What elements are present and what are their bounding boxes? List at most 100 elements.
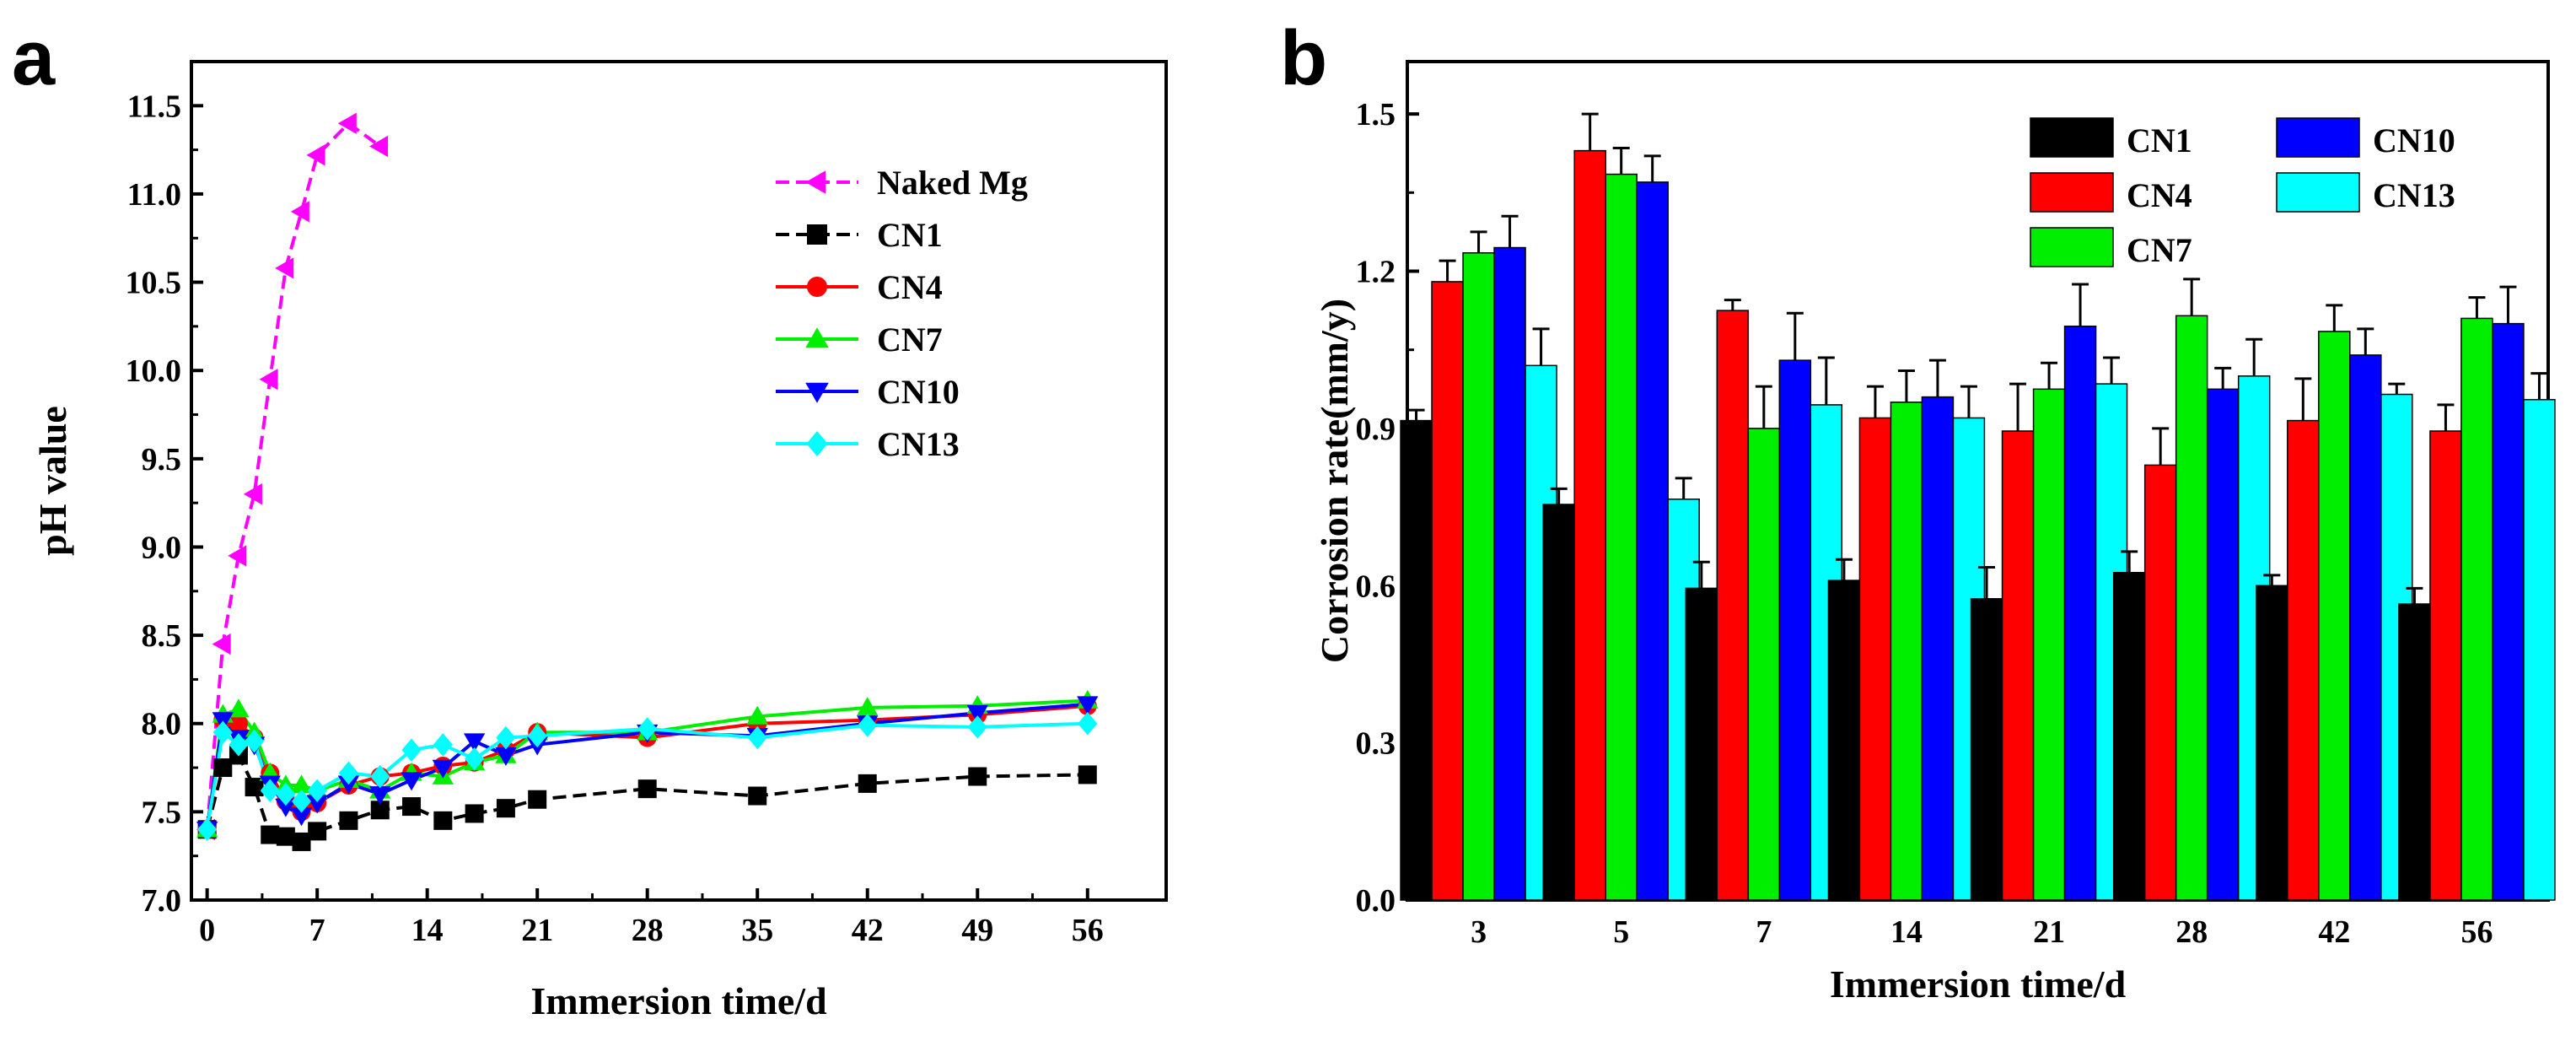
data-point [401, 772, 422, 791]
bar-cn1 [2112, 571, 2146, 901]
y-tick-label: 9.5 [142, 442, 182, 477]
data-point [197, 817, 218, 842]
bar-cn7 [1462, 252, 1495, 901]
bar-cn7 [2175, 315, 2208, 901]
x-tick-label: 7 [1756, 914, 1772, 950]
data-point [276, 827, 295, 846]
data-point [228, 545, 247, 567]
x-tick-label: 21 [521, 913, 553, 948]
data-point [1078, 765, 1097, 784]
x-tick-label: 14 [1890, 914, 1923, 950]
bar-cn4 [1858, 417, 1892, 901]
y-tick-label: 0.9 [1356, 412, 1396, 447]
data-point [401, 738, 422, 762]
data-point [337, 112, 357, 134]
bar-cn10 [2492, 322, 2525, 901]
legend-label: CN13 [877, 425, 960, 463]
bar-cn1 [1827, 580, 1861, 901]
data-point [1078, 711, 1098, 736]
data-point [402, 797, 422, 817]
y-axis-title: pH value [31, 406, 74, 556]
data-point [465, 804, 484, 823]
legend-label: CN10 [877, 373, 960, 411]
data-point [229, 714, 248, 733]
data-point [339, 811, 358, 830]
series-line [205, 121, 381, 830]
series-line [205, 752, 1088, 844]
data-point [290, 201, 309, 223]
data-point [433, 733, 453, 757]
bar-cn1 [1970, 598, 2003, 901]
y-tick-label: 10.0 [126, 353, 182, 389]
data-point [306, 144, 325, 166]
data-point [463, 733, 486, 752]
data-point [243, 483, 262, 505]
x-tick-label: 56 [1072, 913, 1104, 948]
data-point [528, 790, 547, 809]
x-tick-label: 35 [741, 913, 773, 948]
data-point [433, 811, 453, 830]
y-tick-label: 11.5 [127, 89, 181, 124]
legend-label: CN4 [2127, 176, 2192, 214]
legend-marker [807, 277, 827, 297]
data-point [213, 758, 233, 778]
data-point [260, 779, 280, 803]
bar-cn10 [1778, 359, 1812, 901]
y-tick-label: 0.6 [1356, 569, 1396, 604]
y-tick-label: 1.2 [1356, 255, 1396, 290]
bar-cn4 [1431, 281, 1464, 901]
bar-cn4 [2143, 464, 2177, 901]
bar-cn10 [2206, 388, 2240, 901]
data-point [306, 795, 328, 814]
data-point [858, 714, 878, 737]
data-point [259, 369, 278, 391]
data-point [746, 705, 768, 725]
data-point [290, 774, 313, 794]
legend-label: CN1 [2127, 121, 2192, 159]
data-point [370, 764, 390, 789]
x-tick-label: 7 [309, 913, 325, 948]
data-point [291, 790, 312, 813]
legend-label: CN7 [877, 321, 943, 359]
y-tick-label: 8.5 [142, 618, 182, 654]
bar-cn1 [1542, 504, 1575, 901]
legend-swatch [2030, 172, 2114, 213]
legend-label: CN4 [877, 268, 943, 306]
legend-b: CN1 CN4 CN7 CN10 CN13 [2030, 117, 2455, 269]
data-point [212, 633, 231, 655]
x-tick-label: 21 [2033, 914, 2065, 950]
panel-a-letter: a [12, 15, 56, 101]
data-point [292, 832, 311, 851]
y-tick-label: 9.0 [142, 530, 182, 565]
bar-cn7 [1890, 402, 1923, 901]
chart-b-corrosion-rate: 0.0 0.3 0.6 0.9 1.2 1.5 3 5 7 14 21 28 42 56 Immersion… [1313, 60, 2556, 1006]
y-tick-label: 10.5 [126, 266, 182, 301]
data-point [637, 779, 657, 799]
bar-cn1 [2398, 603, 2431, 901]
bar-cn4 [2429, 430, 2462, 901]
data-point [967, 715, 987, 739]
x-tick-label: 56 [2460, 914, 2493, 950]
bar-cn10 [1493, 246, 1526, 901]
legend-a: Naked Mg CN1 CN4 CN7 CN10 CN13 [776, 164, 1028, 463]
data-point [858, 774, 877, 793]
data-point [369, 135, 389, 158]
data-point [228, 698, 250, 718]
data-point [496, 725, 516, 750]
data-point [290, 807, 313, 827]
data-point [495, 747, 517, 767]
x-tick-label: 3 [1471, 914, 1487, 950]
y-tick-label: 11.0 [127, 177, 181, 213]
data-point [307, 779, 327, 803]
data-point [275, 798, 297, 817]
bar-cn10 [2349, 354, 2382, 901]
bar-cn1 [1685, 587, 1718, 901]
legend-swatch [2030, 117, 2114, 158]
x-tick-label: 42 [2318, 914, 2350, 950]
data-point [212, 720, 233, 744]
data-point [370, 801, 390, 820]
markers-cn13 [197, 711, 1098, 842]
markers-cn7 [196, 689, 1099, 838]
bar-cn10 [1921, 396, 1955, 901]
series-cn1 [205, 752, 1088, 844]
